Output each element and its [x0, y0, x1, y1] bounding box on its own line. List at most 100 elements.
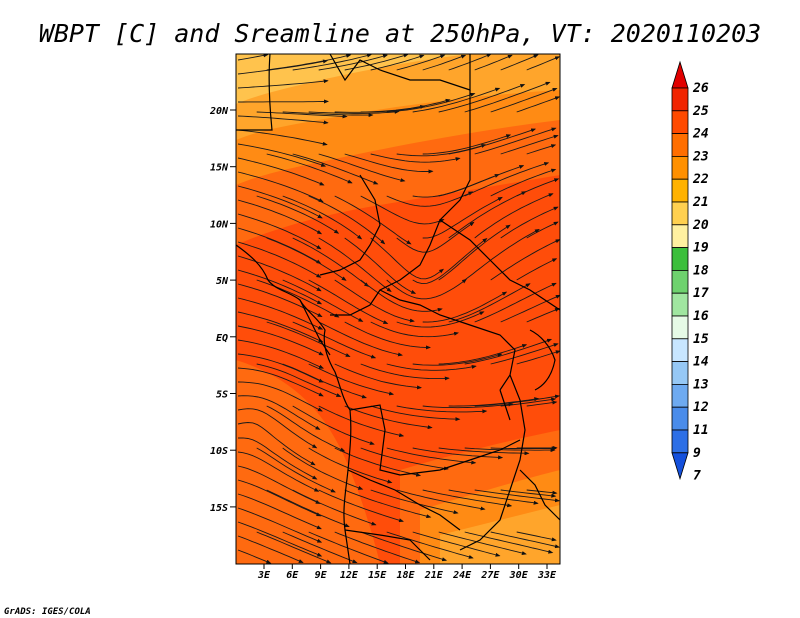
- streamlines: [237, 54, 560, 564]
- streamline: [386, 531, 474, 559]
- streamline: [490, 87, 558, 113]
- lon-tick-label: 33E: [537, 570, 557, 581]
- lon-tick-label: 3E: [257, 570, 271, 581]
- streamline: [282, 363, 367, 399]
- streamline: [292, 237, 370, 287]
- streamline: [396, 54, 446, 71]
- map-panel: [236, 54, 560, 564]
- colorbar-label: 22: [692, 172, 709, 187]
- streamline: [360, 195, 445, 225]
- streamline: [386, 191, 474, 207]
- streamline: [360, 98, 451, 113]
- streamline: [386, 363, 477, 371]
- colorbar-segment: [671, 429, 689, 454]
- streamline: [360, 363, 450, 381]
- streamline: [490, 446, 557, 451]
- streamline: [266, 54, 352, 71]
- streamline: [464, 531, 554, 554]
- lon-tick-label: 24E: [452, 570, 472, 581]
- streamline: [282, 531, 358, 564]
- streamline: [237, 241, 322, 278]
- streamline: [422, 54, 467, 71]
- streamline: [500, 397, 557, 407]
- colorbar-label: 23: [692, 149, 709, 164]
- colorbar-segment: [671, 406, 689, 431]
- streamline: [237, 325, 324, 356]
- colorbar-label: 16: [693, 309, 709, 324]
- map-title: WBPT [C] and Sreamline at 250hPa, VT: 20…: [39, 19, 761, 48]
- streamline: [282, 111, 374, 118]
- streamline: [256, 111, 348, 119]
- colorbar-label: 19: [693, 241, 709, 256]
- streamline: [334, 447, 422, 477]
- streamline: [237, 129, 328, 146]
- colorbar-label: 15: [693, 332, 709, 347]
- streamline: [308, 109, 400, 114]
- streamline: [438, 224, 511, 281]
- streamline: [237, 115, 329, 125]
- colorbar-segment: [671, 383, 689, 408]
- streamline: [412, 238, 488, 285]
- streamline: [237, 479, 322, 517]
- streamline: [360, 447, 449, 471]
- colorbar-segment: [671, 224, 689, 249]
- streamline: [370, 489, 459, 515]
- streamline: [386, 92, 476, 113]
- streamline: [396, 489, 486, 511]
- streamline: [464, 81, 551, 113]
- streamline: [490, 168, 557, 197]
- streamline: [448, 397, 540, 407]
- lon-tick-label: 6E: [286, 570, 299, 581]
- streamline: [237, 549, 272, 564]
- streamline: [237, 199, 323, 235]
- streamline: [237, 157, 325, 186]
- streamline: [370, 153, 461, 163]
- streamline: [500, 294, 560, 323]
- streamline: [422, 489, 513, 508]
- streamline: [318, 489, 404, 523]
- streamline: [490, 343, 559, 365]
- colorbar-segment: [671, 338, 689, 362]
- streamline: [438, 344, 528, 365]
- lon-tick-label: 9E: [315, 570, 328, 581]
- streamline: [422, 134, 512, 155]
- colorbar-segment: [671, 247, 689, 271]
- colorbar-segment: [671, 133, 689, 157]
- streamline: [370, 237, 444, 280]
- streamline: [334, 531, 421, 564]
- colorbar-label: 12: [693, 400, 709, 415]
- streamline: [237, 451, 320, 492]
- streamline: [500, 134, 559, 155]
- streamline: [237, 381, 323, 412]
- longitude-axis: 3E 6E 9E 12E 15E 18E 21E 24E 27E 30E 33E: [257, 564, 557, 581]
- streamline: [474, 282, 557, 323]
- lat-tick-label: EQ: [216, 333, 228, 344]
- streamline: [237, 339, 325, 369]
- streamline: [266, 153, 353, 184]
- colorbar-label: 20: [692, 218, 709, 233]
- streamline: [422, 402, 514, 409]
- streamline: [526, 400, 558, 407]
- streamline: [412, 447, 504, 460]
- streamline: [237, 507, 323, 543]
- streamline: [370, 321, 459, 338]
- streamline: [438, 447, 530, 456]
- streamline: [448, 489, 539, 505]
- streamline: [256, 447, 336, 493]
- streamline: [396, 311, 485, 328]
- lon-tick-label: 12E: [340, 570, 359, 581]
- streamline: [438, 84, 526, 113]
- colorbar-label: 9: [693, 446, 701, 461]
- streamline: [256, 531, 332, 564]
- streamline: [256, 195, 340, 234]
- streamline: [344, 153, 434, 174]
- streamline: [237, 213, 322, 250]
- streamline: [438, 531, 527, 555]
- streamline: [318, 153, 406, 182]
- lat-tick-label: 10N: [210, 219, 229, 230]
- streamline: [266, 405, 346, 452]
- streamline: [516, 178, 560, 197]
- lon-tick-label: 27E: [480, 570, 500, 581]
- streamline: [490, 531, 560, 549]
